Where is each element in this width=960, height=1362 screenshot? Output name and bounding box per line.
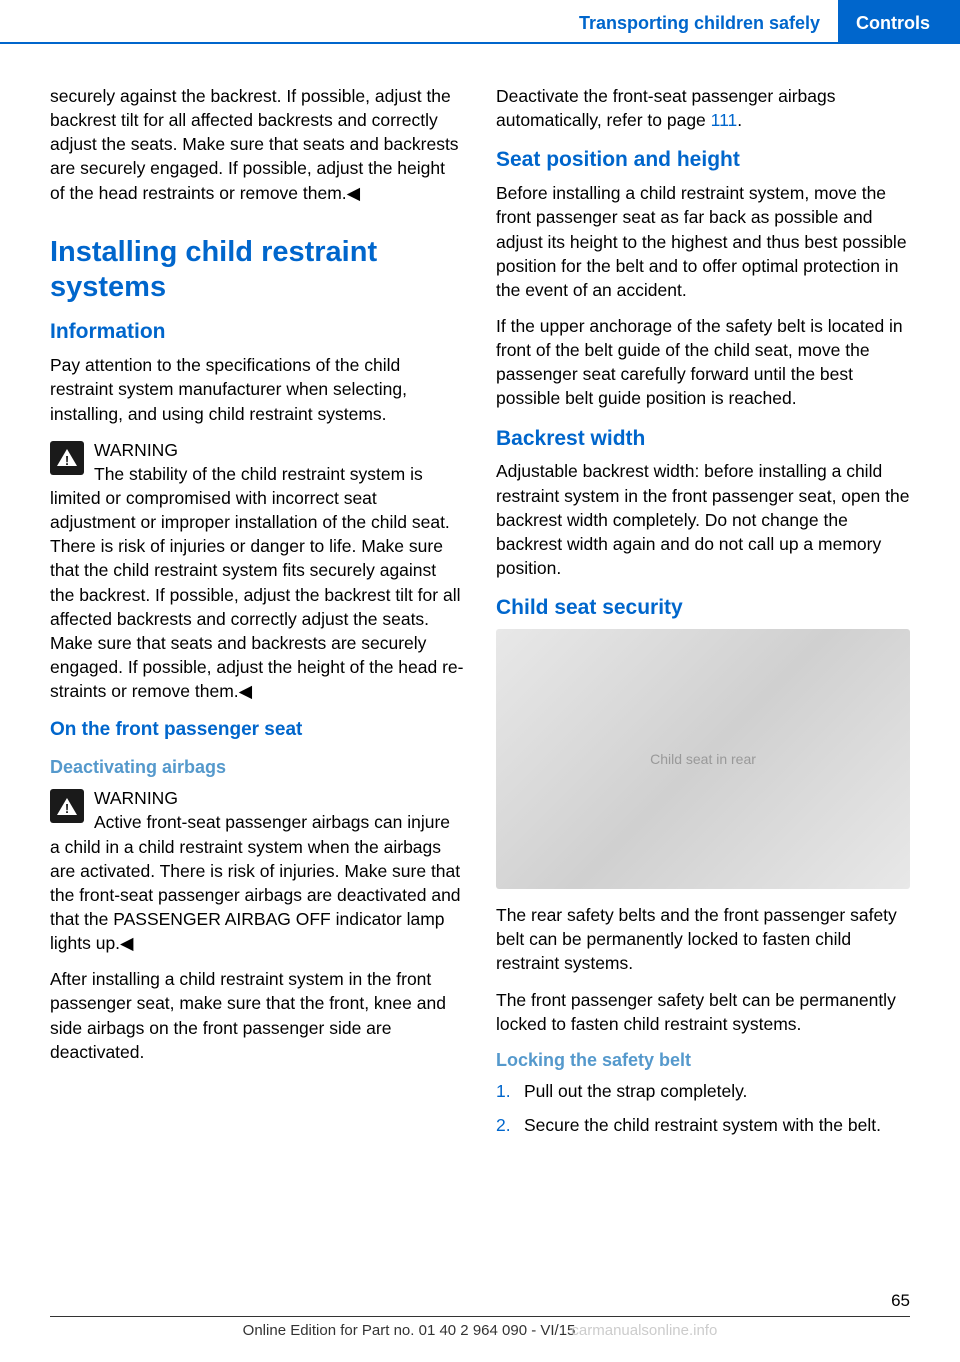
deactivate-paragraph: Deactivate the front-seat passenger airb… bbox=[496, 84, 910, 132]
page-footer: 65 Online Edition for Part no. 01 40 2 9… bbox=[0, 1289, 960, 1342]
step-1: Pull out the strap completely. bbox=[496, 1079, 910, 1103]
warning-text: The stability of the child restraint sys… bbox=[50, 464, 464, 701]
child-seat-image: Child seat in rear bbox=[496, 629, 910, 889]
warning-block-2: ! WARNING Active front-seat passenger ai… bbox=[50, 786, 464, 955]
info-heading: Information bbox=[50, 318, 464, 347]
warning-text: Active front-seat passenger airbags can … bbox=[50, 812, 461, 953]
main-heading: Installing child restraint systems bbox=[50, 235, 464, 305]
watermark: carmanualsonline.info bbox=[571, 1322, 717, 1339]
locking-heading: Locking the safety belt bbox=[496, 1048, 910, 1073]
front-seat-heading: On the front passenger seat bbox=[50, 717, 464, 743]
footer-divider bbox=[50, 1316, 910, 1317]
info-paragraph: Pay attention to the specifications of t… bbox=[50, 353, 464, 425]
warning-block-1: ! WARNING The stability of the child res… bbox=[50, 438, 464, 704]
backrest-text: Adjustable backrest width: before instal… bbox=[496, 459, 910, 580]
right-column: Deactivate the front-seat passenger airb… bbox=[496, 84, 910, 1147]
child-seat-heading: Child seat security bbox=[496, 594, 910, 623]
deactivating-heading: Deactivating airbags bbox=[50, 755, 464, 780]
content-area: securely against the backrest. If possib… bbox=[0, 44, 960, 1147]
continuation-text: securely against the backrest. If possib… bbox=[50, 84, 464, 205]
page-number: 65 bbox=[50, 1289, 910, 1312]
seat-position-p1: Before installing a child restraint syst… bbox=[496, 181, 910, 302]
seat-position-heading: Seat position and height bbox=[496, 146, 910, 175]
header-chapter: Controls bbox=[838, 0, 960, 42]
warning-icon: ! bbox=[50, 441, 84, 475]
rear-belts-p1: The rear safety belts and the front pass… bbox=[496, 903, 910, 975]
page-link[interactable]: 111 bbox=[711, 110, 738, 130]
step-2: Secure the child restraint system with t… bbox=[496, 1113, 910, 1137]
warning-label: WARNING bbox=[94, 788, 178, 808]
rear-belts-p2: The front passenger safety belt can be p… bbox=[496, 988, 910, 1036]
warning-icon: ! bbox=[50, 789, 84, 823]
backrest-heading: Backrest width bbox=[496, 425, 910, 454]
header-section: Transporting children safely bbox=[561, 0, 838, 42]
after-install-text: After installing a child restraint syste… bbox=[50, 967, 464, 1064]
left-column: securely against the backrest. If possib… bbox=[50, 84, 464, 1147]
footer-edition: Online Edition for Part no. 01 40 2 964 … bbox=[50, 1321, 910, 1342]
warning-label: WARNING bbox=[94, 440, 178, 460]
deactivate-text: Deactivate the front-seat passenger airb… bbox=[496, 86, 836, 130]
seat-position-p2: If the upper anchorage of the safety bel… bbox=[496, 314, 910, 411]
deactivate-suffix: . bbox=[737, 110, 742, 130]
page-header: Transporting children safely Controls bbox=[0, 0, 960, 44]
locking-steps: Pull out the strap completely. Secure th… bbox=[496, 1079, 910, 1137]
